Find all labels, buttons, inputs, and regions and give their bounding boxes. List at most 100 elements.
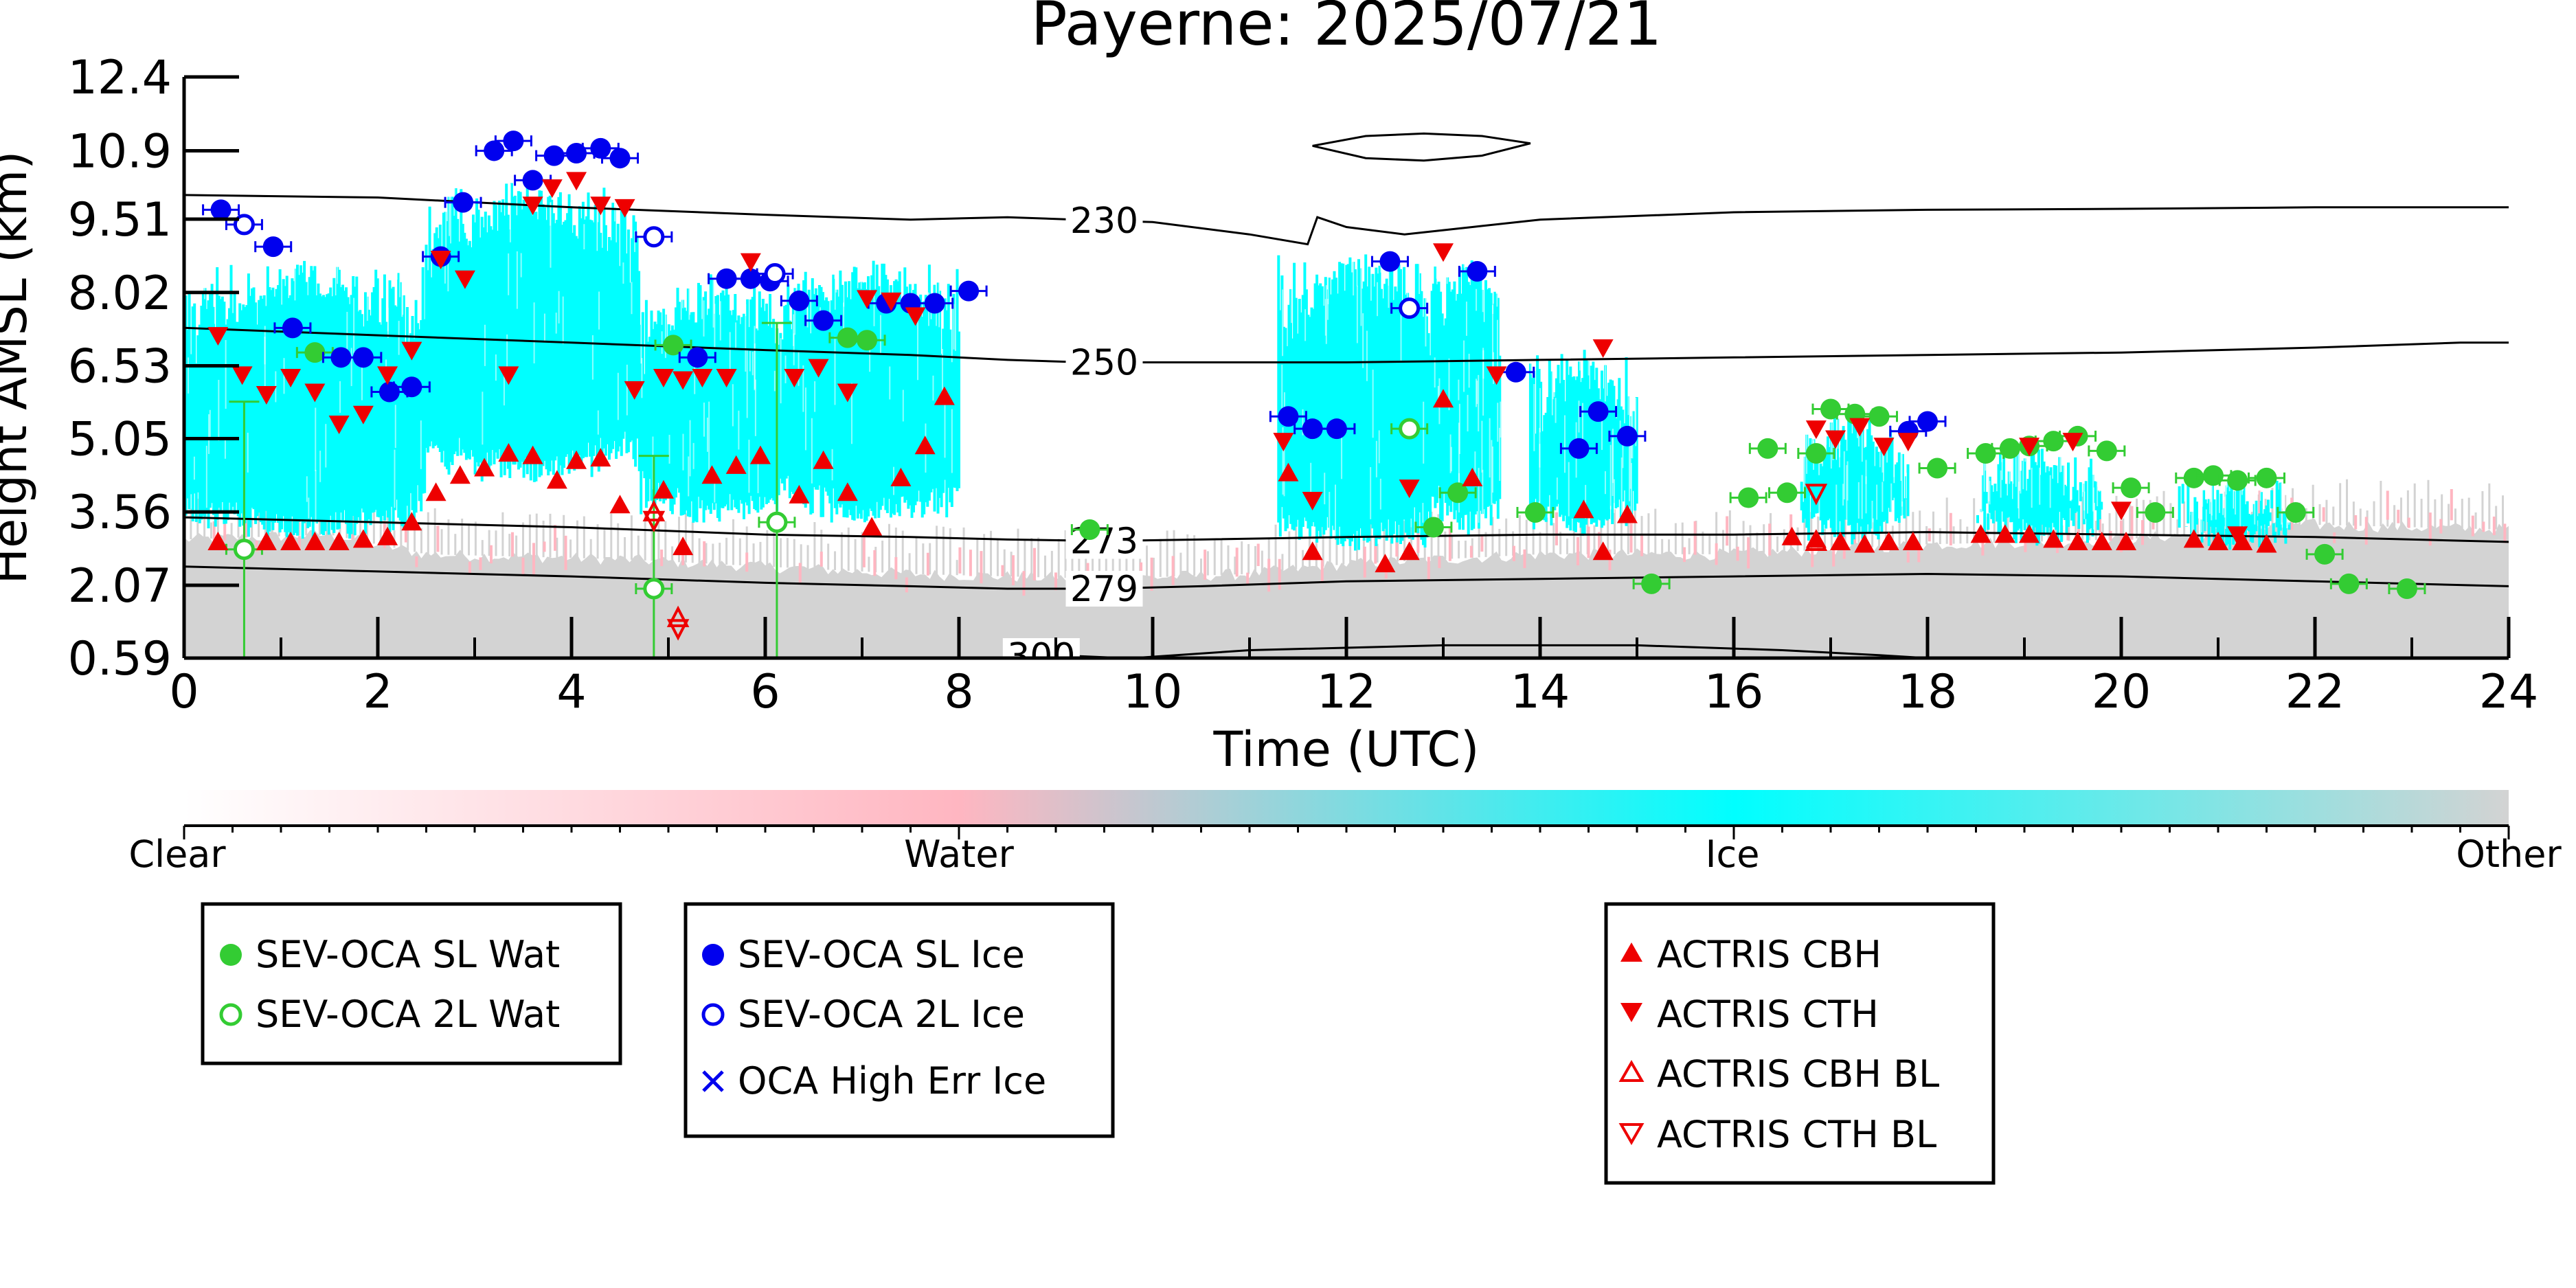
point-actris-cth [280, 368, 302, 387]
colorbar-gradient [184, 790, 2509, 826]
point-sev-oca-sl-ice [740, 268, 761, 289]
contour-label: 300 [1007, 636, 1075, 677]
point-sev-oca-sl-ice [1616, 425, 1638, 447]
point-sev-oca-2l-ice [233, 214, 255, 236]
point-actris-cth [541, 179, 563, 199]
point-sev-oca-sl-ice [716, 268, 737, 289]
point-actris-cth [837, 383, 858, 403]
point-sev-oca-sl-ice [1505, 361, 1526, 383]
contour-label-background [1065, 344, 1143, 381]
point-actris-cbh [590, 448, 611, 467]
point-actris-cbh [2256, 534, 2277, 553]
x-tick-label: 4 [556, 665, 586, 719]
contour-line-273 [184, 516, 2509, 543]
point-actris-cth-bl [642, 510, 666, 533]
point-actris-cbh [1375, 554, 1396, 573]
point-actris-cbh [701, 465, 723, 484]
point-sev-oca-sl-wat [663, 335, 684, 356]
legend-entry-2l-wat: SEV-OCA 2L Wat [256, 993, 560, 1036]
point-sev-oca-sl-wat [2227, 470, 2248, 491]
point-actris-cbh [1830, 531, 1851, 550]
point-actris-cbh [1781, 526, 1803, 545]
legend-entry-high-err-ice: OCA High Err Ice [738, 1059, 1046, 1103]
x-tick-label: 18 [1898, 665, 1958, 719]
legend-marker-cbh-bl [1618, 1059, 1645, 1082]
point-sev-oca-sl-ice [1917, 411, 1938, 432]
contour-line-279 [184, 565, 2509, 590]
point-actris-cth [352, 405, 374, 425]
y-tick-label: 3.56 [68, 486, 172, 540]
point-sev-oca-sl-wat [1776, 482, 1798, 504]
legend-marker-2l-ice [701, 1003, 725, 1026]
point-actris-cbh [498, 443, 519, 462]
point-actris-cbh [566, 450, 587, 469]
point-sev-oca-sl-ice [789, 290, 810, 311]
point-actris-cth [207, 327, 229, 346]
x-tick-label: 16 [1704, 665, 1764, 719]
point-sev-oca-sl-wat [1079, 519, 1100, 541]
point-sev-oca-sl-ice [566, 143, 587, 164]
point-actris-cth [1592, 339, 1614, 358]
point-sev-oca-sl-ice [282, 317, 303, 339]
point-sev-oca-sl-ice [401, 376, 422, 398]
contour-label-background [1065, 203, 1143, 239]
point-actris-cbh [1902, 531, 1923, 550]
legend-marker-2l-wat [219, 1003, 242, 1026]
point-actris-cth [566, 172, 587, 191]
point-sev-oca-sl-ice [687, 347, 708, 368]
colorbar-label-clear: Clear [128, 833, 226, 876]
point-sev-oca-sl-wat [2338, 573, 2360, 594]
point-sev-oca-sl-wat [2396, 578, 2417, 599]
point-sev-oca-sl-wat [1641, 573, 1662, 594]
point-sev-oca-sl-wat [2145, 501, 2166, 523]
point-actris-cbh [1592, 541, 1614, 561]
point-actris-cth [1433, 243, 1454, 262]
point-actris-cbh [280, 531, 302, 550]
point-actris-cth [498, 366, 519, 385]
point-actris-cth [1873, 438, 1895, 457]
point-actris-cbh [352, 529, 374, 548]
point-actris-cth [1805, 420, 1827, 440]
legend-entry-2l-ice: SEV-OCA 2L Ice [738, 993, 1025, 1036]
point-actris-cth [454, 270, 475, 289]
x-tick-label: 6 [750, 665, 780, 719]
point-sev-oca-sl-wat [1524, 501, 1546, 523]
point-actris-cth [590, 196, 611, 216]
point-sev-oca-2l-ice [643, 226, 665, 248]
point-sev-oca-sl-wat [1805, 443, 1827, 464]
point-actris-cbh [401, 512, 422, 531]
point-sev-oca-sl-ice [262, 236, 284, 258]
point-sev-oca-2l-ice [1399, 297, 1421, 319]
point-actris-cbh [2116, 531, 2137, 550]
legend-marker-high-err-ice [702, 1070, 724, 1092]
y-tick-label: 6.53 [68, 339, 172, 394]
x-tick-label: 10 [1123, 665, 1183, 719]
chart-title: Payerne: 2025/07/21 [1031, 0, 1662, 59]
point-sev-oca-sl-ice [379, 381, 400, 403]
contour-label-background [1002, 637, 1080, 658]
point-sev-oca-sl-wat [2043, 431, 2064, 452]
legend-entry-cbh: ACTRIS CBH [1657, 933, 1882, 976]
point-actris-cth [624, 381, 645, 400]
point-actris-cbh [749, 445, 771, 464]
point-actris-cth [857, 290, 878, 309]
point-sev-oca-sl-wat [1738, 487, 1759, 508]
y-axis-label: Height AMSL (km) [0, 151, 38, 585]
point-actris-cbh [1399, 541, 1420, 561]
data-markers [202, 131, 2426, 641]
x-tick-label: 2 [363, 665, 392, 719]
point-sev-oca-sl-ice [484, 140, 505, 161]
point-sev-oca-2l-wat [233, 539, 255, 561]
point-sev-oca-sl-wat [1999, 438, 2020, 459]
point-actris-cbh [725, 455, 747, 474]
point-actris-cbh [522, 445, 543, 464]
point-actris-cbh [1878, 531, 1899, 550]
point-actris-cth [328, 416, 350, 435]
point-actris-cth [1825, 430, 1846, 449]
legend-entry-cth-bl: ACTRIS CTH BL [1657, 1113, 1936, 1156]
point-sev-oca-sl-ice [590, 137, 611, 159]
point-actris-cbh [934, 386, 955, 405]
point-sev-oca-2l-wat [766, 511, 788, 533]
legend-entry-cth: ACTRIS CTH [1657, 993, 1879, 1036]
